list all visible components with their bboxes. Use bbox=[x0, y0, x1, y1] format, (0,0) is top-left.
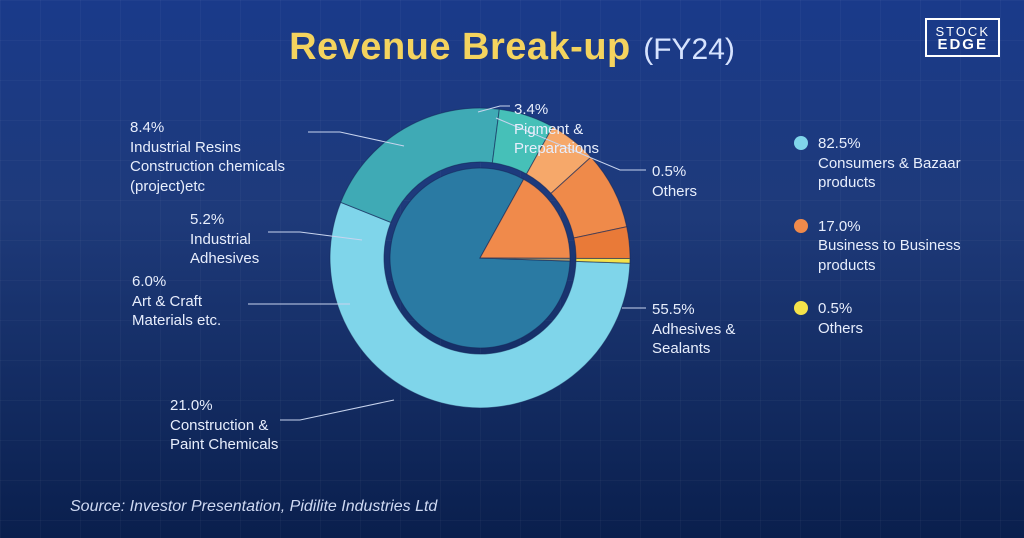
stockedge-logo: STOCK EDGE bbox=[925, 18, 1000, 57]
callout-c4: 8.4%Industrial ResinsConstruction chemic… bbox=[130, 118, 285, 196]
legend-item: 17.0%Business to Business products bbox=[794, 217, 984, 276]
source-text: Source: Investor Presentation, Pidilite … bbox=[70, 498, 437, 516]
logo-line2: EDGE bbox=[935, 38, 990, 52]
legend-item: 0.5%Others bbox=[794, 299, 984, 338]
callout-c6: 0.5%Others bbox=[652, 162, 697, 201]
legend-item: 82.5%Consumers & Bazaar products bbox=[794, 134, 984, 193]
legend-label: 17.0%Business to Business products bbox=[818, 217, 984, 276]
callout-c5: 3.4%Pigment &Preparations bbox=[514, 100, 599, 159]
chart-title: Revenue Break-up (FY24) bbox=[0, 26, 1024, 69]
callout-c3: 5.2%IndustrialAdhesives bbox=[190, 210, 259, 269]
legend: 82.5%Consumers & Bazaar products 17.0%Bus… bbox=[794, 134, 984, 362]
title-main: Revenue Break-up bbox=[289, 26, 631, 68]
callout-c0: 55.5%Adhesives &Sealants bbox=[652, 300, 735, 359]
legend-label: 82.5%Consumers & Bazaar products bbox=[818, 134, 984, 193]
legend-dot bbox=[794, 136, 808, 150]
title-sub: (FY24) bbox=[643, 33, 735, 66]
callout-c2: 6.0%Art & CraftMaterials etc. bbox=[132, 272, 221, 331]
callout-c1: 21.0%Construction &Paint Chemicals bbox=[170, 396, 278, 455]
legend-dot bbox=[794, 301, 808, 315]
legend-dot bbox=[794, 219, 808, 233]
legend-label: 0.5%Others bbox=[818, 299, 863, 338]
